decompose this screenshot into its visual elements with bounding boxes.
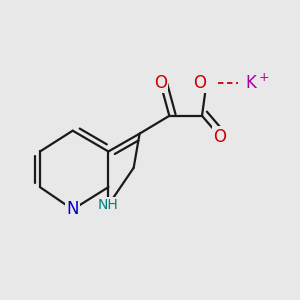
Text: O: O — [213, 128, 226, 146]
Text: NH: NH — [98, 198, 119, 212]
Text: K: K — [245, 74, 256, 92]
Text: O: O — [154, 74, 167, 92]
Text: N: N — [67, 200, 79, 218]
Text: O: O — [194, 74, 206, 92]
Text: +: + — [259, 71, 269, 84]
